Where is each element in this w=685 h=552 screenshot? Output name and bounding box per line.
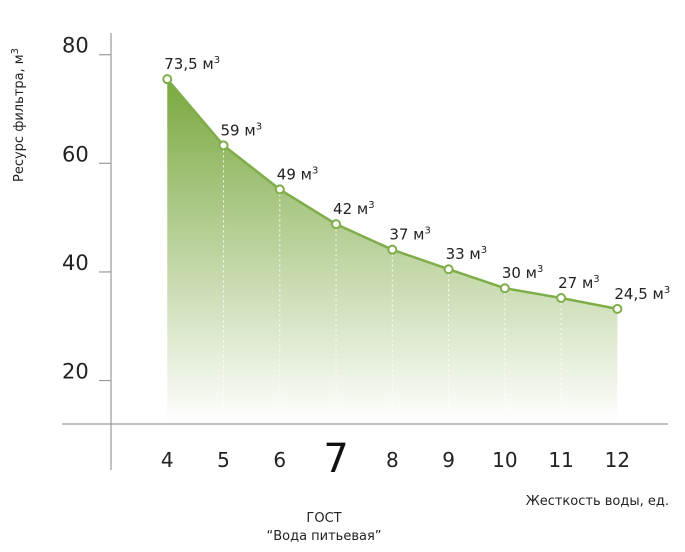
data-point (443, 264, 454, 275)
y-tick-label: 60 (62, 142, 89, 166)
data-label: 37 м3 (389, 226, 431, 244)
x-tick-label-highlight: 7 (323, 436, 348, 482)
y-tick-label: 80 (62, 34, 89, 58)
data-label: 73,5 м3 (164, 55, 220, 73)
x-tick-label: 4 (161, 448, 174, 472)
drop-lines (223, 150, 562, 424)
data-label: 49 м3 (277, 165, 319, 183)
y-tick-label: 20 (62, 360, 89, 384)
data-point (162, 74, 173, 85)
x-tick-label: 9 (442, 448, 455, 472)
x-tick-label: 11 (548, 448, 573, 472)
y-tick-label: 40 (62, 251, 89, 275)
data-label: 59 м3 (221, 121, 263, 139)
data-point (274, 184, 285, 195)
data-labels: 73,5 м3 59 м3 49 м3 42 м3 37 м3 33 м3 30 м3 27 … (164, 55, 670, 303)
x-tick-label: 12 (605, 448, 630, 472)
data-label: 27 м3 (558, 274, 600, 292)
gost-annotation-line1: ГОСТ (306, 511, 341, 526)
data-point (331, 219, 342, 230)
data-point (612, 303, 623, 314)
axes (62, 33, 668, 470)
gost-annotation-line2: “Вода питьевая” (266, 529, 381, 544)
x-ticks: 4 5 6 7 8 9 10 11 12 (161, 436, 630, 482)
x-tick-label: 5 (217, 448, 230, 472)
x-tick-label: 10 (492, 448, 517, 472)
y-ticks: 20 40 60 80 (62, 34, 111, 384)
x-tick-label: 8 (386, 448, 399, 472)
data-label: 33 м3 (446, 245, 488, 263)
data-label: 24,5 м3 (614, 285, 670, 303)
data-points (162, 74, 623, 314)
data-point (556, 293, 567, 304)
y-axis-label: Ресурс фильтра, м3 (10, 48, 27, 182)
data-point (499, 283, 510, 294)
data-point (218, 140, 229, 151)
data-point (387, 244, 398, 255)
x-tick-label: 6 (273, 448, 286, 472)
data-label: 30 м3 (502, 264, 544, 282)
data-label: 42 м3 (333, 200, 375, 218)
x-axis-label: Жесткость воды, ед. (526, 494, 669, 509)
